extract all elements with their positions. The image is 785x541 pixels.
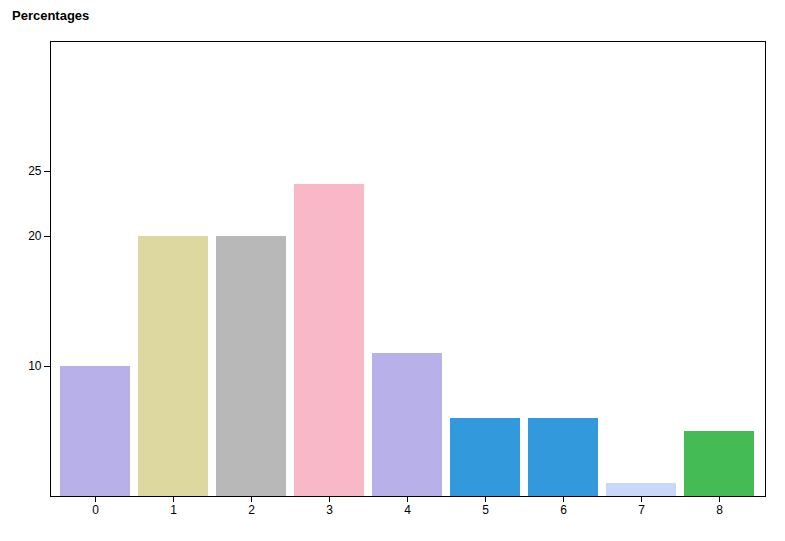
svg-text:20: 20 [28, 229, 42, 243]
svg-text:7: 7 [638, 503, 645, 517]
svg-text:5: 5 [482, 503, 489, 517]
svg-text:2: 2 [248, 503, 255, 517]
html-text:Percentages: Percentages [12, 8, 90, 23]
svg-text:4: 4 [404, 503, 411, 517]
svg-text:8: 8 [716, 503, 723, 517]
svg-text:3: 3 [326, 503, 333, 517]
svg-text:6: 6 [560, 503, 567, 517]
svg-text:25: 25 [28, 164, 42, 178]
svg-text:1: 1 [170, 503, 177, 517]
svg-text:10: 10 [28, 359, 42, 373]
svg-text:0: 0 [92, 503, 99, 517]
